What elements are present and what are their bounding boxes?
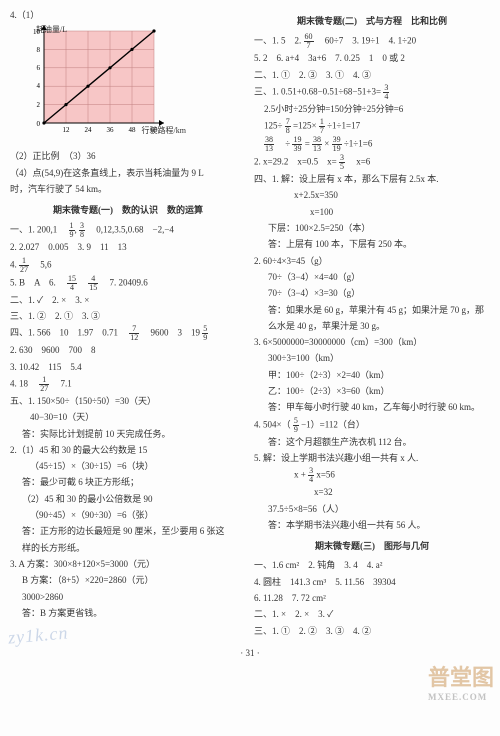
text-line: （90÷45）×（90÷30）=6（张） (10, 508, 246, 523)
text-line: 乙：100÷（2÷3）×3=60（km） (254, 384, 490, 399)
text-line: 三、1. 0.51+0.68−0.51÷68−51+3= 34 (254, 84, 490, 101)
text-line: 3. 10.42 115 5.4 (10, 360, 246, 375)
text-line: 答：最少可截 6 块正方形纸； (10, 475, 246, 490)
page-number: · 31 · (0, 648, 500, 658)
text-line: 四、1. 566 10 1.97 0.71 712 9600 3 19 59 (10, 325, 246, 342)
line-chart: 耗油量/L (16, 25, 176, 145)
text-line: 三、1. ① 2. ② 3. ③ 4. ② (254, 624, 490, 639)
text-line: 四、1. 解：设上层有 x 本，那么下层有 2.5x 本. (254, 172, 490, 187)
text-line: 3813 ÷ 1939 = 3813 × 3919 ÷1÷1=6 (254, 136, 490, 153)
text-line: 二、1. × 2. × 3. ✓ (254, 607, 490, 622)
text-line: （2）正比例 （3）36 (10, 149, 246, 164)
text-line: 答：如果水是 60 g，苹果汁有 45 g；如果汁是 70 g，那 (254, 303, 490, 318)
text-line: 125÷ 78 =125× 17 ÷1÷1=17 (254, 118, 490, 135)
svg-text:0: 0 (37, 120, 41, 128)
svg-text:4: 4 (37, 82, 41, 90)
text-line: 70÷（3−4）×4=40（g） (254, 270, 490, 285)
watermark-right: 普堂图 MXEE.COM (428, 660, 494, 702)
text-line: 5. 解：设上学期书法兴趣小组一共有 x 人. (254, 451, 490, 466)
text-line: 一、1.6 cm² 2. 钝角 3. 4 4. a² (254, 558, 490, 573)
text-line: 37.5÷5×8=56（人） (254, 502, 490, 517)
text-line: 一、1. 200,1 19, 38 0,12,3.5,0.68 −2,−4 (10, 222, 246, 239)
text-line: x=100 (254, 205, 490, 220)
text-line: 答：上层有 100 本，下层有 250 本。 (254, 237, 490, 252)
text-line: 下层：100×2.5=250（本） (254, 221, 490, 236)
svg-text:36: 36 (107, 126, 115, 134)
text-line: 答：B 方案更省钱。 (10, 606, 246, 621)
svg-text:6: 6 (37, 64, 41, 72)
watermark-left: zy1k.cn (7, 622, 69, 648)
svg-text:8: 8 (37, 46, 41, 54)
text-line: 时，汽车行驶了 54 km。 (10, 182, 246, 197)
text-line: 答：本学期书法兴趣小组一共有 56 人。 (254, 518, 490, 533)
text-line: 5. 2 6. a+4 3a+6 7. 0.25 1 0 或 2 (254, 51, 490, 66)
y-axis-label: 耗油量/L (36, 23, 67, 37)
section-title-3: 期末微专题(三) 图形与几何 (254, 539, 490, 554)
text-line: 二、1. ✓ 2. × 3. × (10, 293, 246, 308)
text-line: 4. 127 5,6 (10, 257, 246, 274)
svg-text:48: 48 (129, 126, 137, 134)
text-line: x+2.5x=350 (254, 188, 490, 203)
text-line: 甲：100÷（2÷3）×2=40（km） (254, 368, 490, 383)
text-line: 3. 6×5000000=30000000（cm）=300（km） (254, 335, 490, 350)
text-line: 答：甲车每小时行驶 40 km，乙车每小时行驶 60 km。 (254, 400, 490, 415)
text-line: 么水是 40 g，苹果汁是 30 g。 (254, 319, 490, 334)
text-line: （45÷15）×（30÷15）=6（块） (10, 459, 246, 474)
text-line: 2.5小时÷25分钟=150分钟÷25分钟=6 (254, 102, 490, 117)
text-line: 样的长方形纸。 (10, 541, 246, 556)
text-line: 2. 630 9600 700 8 (10, 343, 246, 358)
text-line: 70÷（3−4）×3=30（g） (254, 286, 490, 301)
section-title-2: 期末微专题(二) 式与方程 比和比例 (254, 14, 490, 29)
svg-text:12: 12 (63, 126, 71, 134)
q4-intro: 4.（1） (10, 8, 246, 23)
text-line: 2. 60÷4×3=45（g） (254, 254, 490, 269)
text-line: 4. 504×（ 59 −1）=112（台） (254, 417, 490, 434)
text-line: 五、1. 150×50÷（150÷50）=30（天） (10, 394, 246, 409)
x-axis-label: 行驶路程/km (142, 124, 186, 138)
section-title-1: 期末微专题(一) 数的认识 数的运算 (10, 203, 246, 218)
text-line: 4. 圆柱 141.3 cm³ 5. 11.56 39304 (254, 575, 490, 590)
text-line: x=32 (254, 485, 490, 500)
text-line: 40−30=10（天） (10, 410, 246, 425)
text-line: （2）45 和 30 的最小公倍数是 90 (10, 492, 246, 507)
text-line: 三、1. ② 2. ① 3. ③ (10, 309, 246, 324)
text-line: （4）点(54,9)在这条直线上，表示当耗油量为 9 L (10, 166, 246, 181)
svg-text:24: 24 (85, 126, 93, 134)
text-line: 答：实际比计划提前 10 天完成任务。 (10, 427, 246, 442)
text-line: 2. x=29.2 x=0.5 x= 35 x=6 (254, 154, 490, 171)
text-line: 3. A 方案：300×8+120×5=3000（元） (10, 557, 246, 572)
text-line: 4. 18 127 7.1 (10, 376, 246, 393)
text-line: 5. B A 6. 154 415 7. 20409.6 (10, 275, 246, 292)
svg-text:2: 2 (37, 101, 41, 109)
text-line: 6. 11.28 7. 72 cm² (254, 591, 490, 606)
text-line: 2.（1）45 和 30 的最大公约数是 15 (10, 443, 246, 458)
text-line: 3000>2860 (10, 590, 246, 605)
text-line: 300÷3=100（km） (254, 351, 490, 366)
text-line: 2. 2.027 0.005 3. 9 11 13 (10, 240, 246, 255)
text-line: x + 34 x=56 (254, 467, 490, 484)
text-line: B 方案：（8+5）×220=2860（元） (10, 573, 246, 588)
text-line: 二、1. ① 2. ③ 3. ① 4. ③ (254, 68, 490, 83)
text-line: 答：这个月超额生产洗衣机 112 台。 (254, 435, 490, 450)
text-line: 答：正方形的边长最短是 90 厘米，至少要用 6 张这 (10, 524, 246, 539)
text-line: 一、1. 5 2. 607 60÷7 3. 19÷1 4. 1÷20 (254, 33, 490, 50)
